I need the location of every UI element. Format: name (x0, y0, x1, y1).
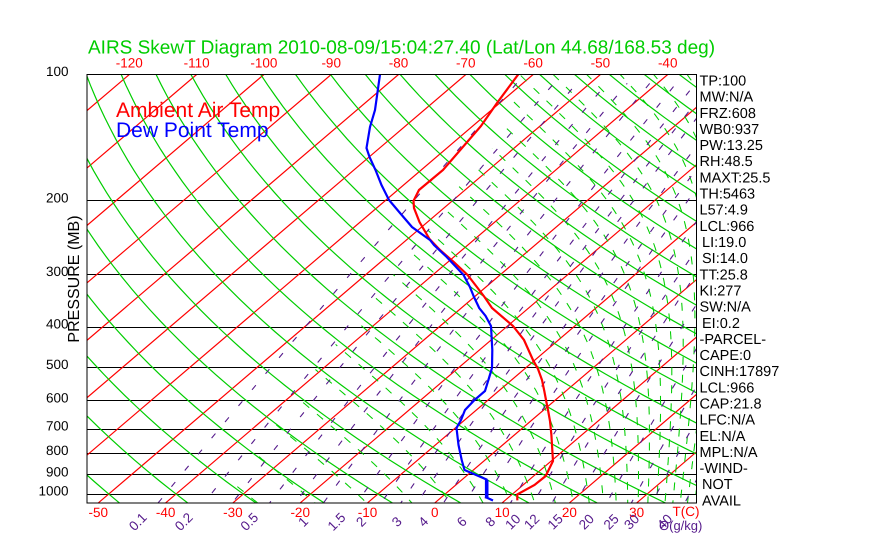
svg-text:200: 200 (46, 190, 69, 205)
svg-text:TT:25.8: TT:25.8 (700, 267, 748, 283)
svg-text:L57:4.9: L57:4.9 (700, 203, 748, 219)
svg-text:Ambient Air Temp: Ambient Air Temp (116, 99, 280, 122)
svg-text:10: 10 (495, 505, 510, 520)
svg-text:TP:100: TP:100 (700, 74, 747, 90)
svg-text:-50: -50 (89, 505, 109, 520)
svg-text:MAXT:25.5: MAXT:25.5 (700, 170, 771, 186)
svg-text:-50: -50 (591, 56, 611, 71)
svg-text:0: 0 (431, 505, 439, 520)
svg-text:700: 700 (46, 419, 69, 434)
svg-text:-70: -70 (456, 56, 476, 71)
svg-text:MW:N/A: MW:N/A (700, 90, 754, 106)
svg-text:-100: -100 (250, 56, 277, 71)
svg-text:AVAIL: AVAIL (702, 493, 741, 509)
svg-text:-90: -90 (321, 56, 341, 71)
svg-text:EL:N/A: EL:N/A (700, 429, 746, 445)
svg-text:SW:N/A: SW:N/A (700, 300, 752, 316)
svg-text:-80: -80 (389, 56, 409, 71)
svg-text:500: 500 (46, 357, 69, 372)
svg-text:T(C): T(C) (673, 504, 700, 519)
svg-text:-110: -110 (184, 56, 210, 71)
svg-text:TH:5463: TH:5463 (700, 187, 756, 203)
svg-text:LCL:966: LCL:966 (700, 219, 755, 235)
svg-text:20: 20 (562, 505, 577, 520)
svg-text:-120: -120 (116, 56, 143, 71)
svg-text:PRESSURE (MB): PRESSURE (MB) (66, 215, 83, 342)
svg-text:LFC:N/A: LFC:N/A (700, 413, 756, 429)
svg-text:-WIND-: -WIND- (700, 461, 748, 477)
svg-text:30: 30 (629, 505, 644, 520)
svg-text:Θ(g/kg): Θ(g/kg) (659, 518, 702, 533)
svg-text:-30: -30 (223, 505, 243, 520)
svg-text:600: 600 (46, 390, 69, 405)
svg-text:EI:0.2: EI:0.2 (702, 316, 740, 332)
svg-text:300: 300 (46, 264, 69, 279)
svg-text:-PARCEL-: -PARCEL- (700, 332, 767, 348)
svg-text:Dew Point Temp: Dew Point Temp (116, 119, 269, 142)
svg-text:AIRS SkewT Diagram 2010-08-09/: AIRS SkewT Diagram 2010-08-09/15:04:27.4… (88, 38, 715, 59)
svg-text:PW:13.25: PW:13.25 (700, 138, 763, 154)
svg-text:-40: -40 (156, 505, 176, 520)
svg-text:MPL:N/A: MPL:N/A (700, 445, 758, 461)
svg-text:CAPE:0: CAPE:0 (700, 348, 752, 364)
svg-text:-40: -40 (658, 56, 678, 71)
svg-text:CAP:21.8: CAP:21.8 (700, 397, 762, 413)
svg-text:FRZ:608: FRZ:608 (700, 106, 756, 122)
svg-text:100: 100 (46, 64, 69, 79)
svg-text:800: 800 (46, 443, 69, 458)
svg-text:900: 900 (46, 464, 69, 479)
svg-text:400: 400 (46, 317, 69, 332)
svg-text:LCL:966: LCL:966 (700, 380, 755, 396)
svg-text:-20: -20 (290, 505, 310, 520)
svg-text:CINH:17897: CINH:17897 (700, 364, 780, 380)
svg-text:RH:48.5: RH:48.5 (700, 154, 753, 170)
svg-text:NOT: NOT (702, 477, 733, 493)
svg-text:WB0:937: WB0:937 (700, 122, 760, 138)
svg-text:1000: 1000 (38, 484, 68, 499)
svg-text:-10: -10 (358, 505, 378, 520)
svg-text:KI:277: KI:277 (700, 283, 742, 299)
svg-text:SI:14.0: SI:14.0 (702, 251, 748, 267)
svg-text:LI:19.0: LI:19.0 (702, 235, 746, 251)
svg-text:-60: -60 (523, 56, 543, 71)
